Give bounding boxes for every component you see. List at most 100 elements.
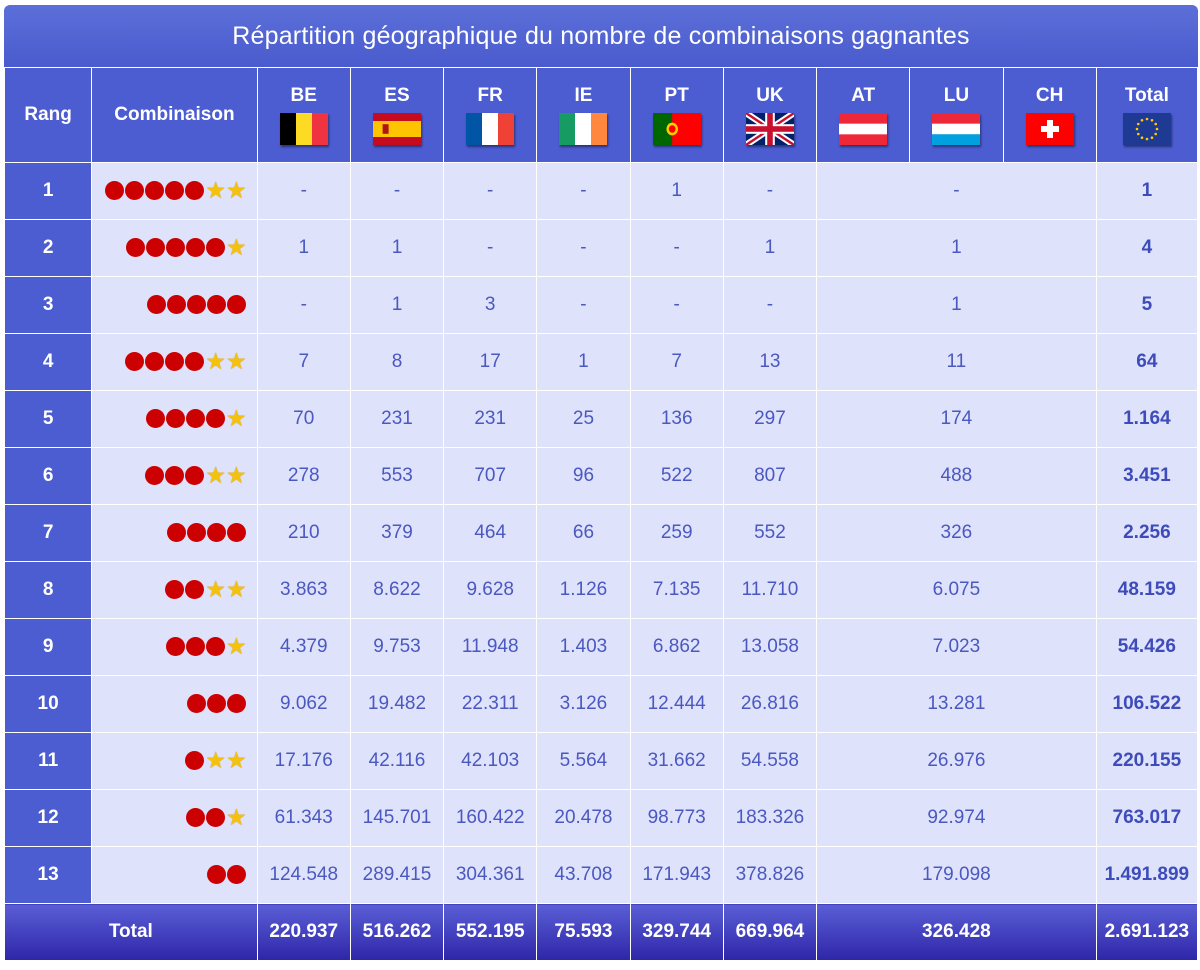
red-ball-icon: [185, 466, 205, 486]
header-ie: IE: [536, 67, 631, 163]
footer-value: 220.937: [256, 903, 351, 961]
header-be: BE: [256, 67, 351, 163]
red-ball-icon: [206, 523, 226, 543]
portugal-flag-icon: [652, 113, 701, 145]
red-ball-icon: [126, 238, 145, 258]
red-ball-icon: [186, 694, 206, 714]
row-total-cell: 1.491.899: [1095, 846, 1199, 904]
combination-cell: [91, 846, 258, 904]
row-total-cell: 1.164: [1095, 390, 1199, 448]
value-cell: 17.176: [256, 732, 351, 790]
table-row: 13 124.548 289.415 304.361 43.708 171.943 378.…: [3, 846, 1199, 904]
table-row: 12 ★ 61.343 145.701 160.422 20.478 98.773 183.3…: [3, 789, 1199, 847]
table-row: 4 ★★ 7 8 17 1 7 13 11 64: [3, 333, 1199, 391]
rank-cell: 13: [3, 846, 93, 904]
row-total-cell: 220.155: [1095, 732, 1199, 790]
red-ball-icon: [186, 637, 205, 657]
star-icon: ★: [205, 576, 226, 603]
luxembourg-flag-icon: [932, 113, 981, 145]
value-cell: 171.943: [629, 846, 724, 904]
red-ball-icon: [226, 295, 246, 315]
value-cell: 1: [722, 219, 818, 277]
star-icon: ★: [226, 462, 247, 489]
header-be-label: BE: [290, 85, 317, 106]
value-cell: 7: [629, 333, 724, 391]
value-cell-at-lu-ch: 326: [816, 504, 1097, 562]
uk-flag-icon: [745, 113, 794, 145]
value-cell: 96: [536, 447, 631, 505]
value-cell-at-lu-ch: 1: [816, 276, 1097, 334]
header-at-label: AT: [851, 85, 876, 106]
switzerland-flag-icon: [1025, 113, 1074, 145]
red-ball-icon: [166, 238, 185, 258]
red-ball-icon: [166, 409, 185, 429]
value-cell: 136: [629, 390, 724, 448]
star-icon: ★: [205, 747, 226, 774]
value-cell: 13: [722, 333, 818, 391]
value-cell: -: [629, 219, 724, 277]
footer-value: 329.744: [629, 903, 724, 961]
combination-cell: ★★: [91, 162, 258, 220]
row-total-cell: 64: [1095, 333, 1199, 391]
value-cell: 1: [349, 219, 445, 277]
value-cell: 11.710: [722, 561, 818, 619]
header-row: Rang Combinaison BE ES FR IE: [3, 67, 1199, 163]
rank-cell: 10: [3, 675, 93, 733]
table-row: 1 ★★ - - - -1- -1: [3, 162, 1199, 220]
value-cell: 3: [443, 276, 538, 334]
value-cell: -: [722, 162, 818, 220]
star-icon: ★: [226, 804, 247, 831]
value-cell: -: [536, 162, 631, 220]
row-total-cell: 1: [1095, 162, 1199, 220]
combination-cell: [91, 504, 258, 562]
red-ball-icon: [185, 580, 205, 600]
red-ball-icon: [186, 808, 205, 828]
header-total: Total: [1095, 67, 1199, 163]
value-cell: 20.478: [536, 789, 631, 847]
value-cell: 13.058: [722, 618, 818, 676]
footer-value: 75.593: [536, 903, 631, 961]
value-cell: 379: [349, 504, 445, 562]
value-cell-at-lu-ch: 174: [816, 390, 1097, 448]
value-cell: 7: [256, 333, 351, 391]
combination-cell: ★★: [91, 561, 258, 619]
footer-grand-total: 2.691.123: [1095, 903, 1199, 961]
value-cell: 26.816: [722, 675, 818, 733]
value-cell: 552: [722, 504, 818, 562]
value-cell: 124.548: [256, 846, 351, 904]
star-icon: ★: [226, 348, 247, 375]
value-cell: 17: [443, 333, 538, 391]
rank-cell: 11: [3, 732, 93, 790]
footer-label: Total: [4, 903, 258, 961]
row-total-cell: 3.451: [1095, 447, 1199, 505]
header-ch: CH: [1002, 67, 1097, 163]
table-row: 9 ★ 4.379 9.753 11.948 1.403 6.862 13.058 7.023 5…: [3, 618, 1199, 676]
red-ball-icon: [186, 409, 205, 429]
star-icon: ★: [205, 177, 226, 204]
combination-cell: ★: [91, 219, 258, 277]
value-cell: 70: [256, 390, 351, 448]
row-total-cell: 5: [1095, 276, 1199, 334]
value-cell: 61.343: [256, 789, 351, 847]
value-cell-at-lu-ch: 179.098: [816, 846, 1097, 904]
table-row: 6 ★★ 278 553 707 96 522 807 488 3.451: [3, 447, 1199, 505]
red-ball-icon: [186, 523, 206, 543]
combination-cell: ★: [91, 789, 258, 847]
red-ball-icon: [186, 295, 206, 315]
red-ball-icon: [206, 808, 225, 828]
table-row: 2 ★ 1 1- - -1 1 4: [3, 219, 1199, 277]
table-row: 7 210 379 464 66 259 552 326 2.256: [3, 504, 1199, 562]
value-cell: 1.126: [536, 561, 631, 619]
row-total-cell: 54.426: [1095, 618, 1199, 676]
value-cell: -: [349, 162, 445, 220]
header-lu-label: LU: [943, 85, 970, 106]
value-cell: 1: [349, 276, 445, 334]
red-ball-icon: [226, 865, 246, 885]
row-total-cell: 106.522: [1095, 675, 1199, 733]
red-ball-icon: [165, 352, 185, 372]
rank-cell: 4: [3, 333, 93, 391]
header-fr-label: FR: [477, 85, 503, 106]
value-cell: 42.103: [443, 732, 538, 790]
value-cell-at-lu-ch: 6.075: [816, 561, 1097, 619]
